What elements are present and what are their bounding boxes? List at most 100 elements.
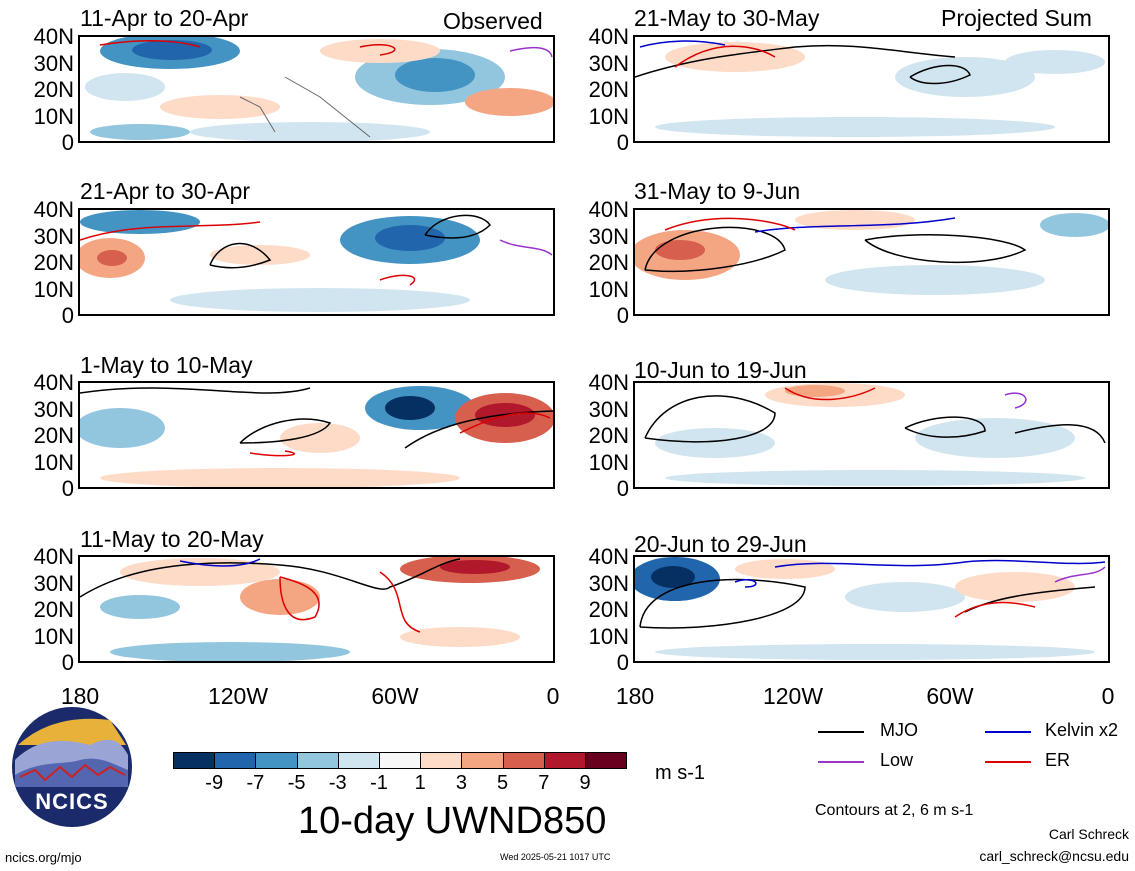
lat-label: 40N bbox=[33, 24, 74, 49]
colorbar-swatch bbox=[502, 752, 545, 769]
legend-er-label: ER bbox=[1045, 750, 1071, 770]
lat-label: 10N bbox=[588, 623, 629, 649]
colorbar-swatch bbox=[173, 752, 216, 769]
colorbar-swatch bbox=[214, 752, 257, 769]
legend-low-label: Low bbox=[880, 750, 914, 770]
colorbar-swatch bbox=[296, 752, 339, 769]
lat-label: 40N bbox=[33, 370, 74, 395]
map-panel-right-4 bbox=[633, 555, 1110, 663]
lat-label: 0 bbox=[61, 130, 74, 155]
legend-low-line bbox=[818, 761, 864, 763]
legend-mjo-line bbox=[818, 731, 864, 733]
lat-label: 30N bbox=[588, 396, 629, 422]
panel-title-left-1: 11-Apr to 20-Apr bbox=[80, 5, 249, 31]
contours-note: Contours at 2, 6 m s-1 bbox=[815, 802, 974, 819]
map-panel-right-1 bbox=[633, 35, 1110, 143]
panel-title-right-4: 20-Jun to 29-Jun bbox=[634, 531, 807, 557]
lat-label: 20N bbox=[33, 423, 74, 448]
lat-label: 10N bbox=[33, 276, 74, 302]
lon-label: 180 bbox=[60, 683, 100, 709]
colorbar-label: -3 bbox=[328, 772, 347, 794]
panel-title-right-2: 31-May to 9-Jun bbox=[634, 178, 801, 204]
lon-label: 120W bbox=[762, 683, 824, 709]
colorbar-label: 7 bbox=[538, 772, 550, 794]
lon-label: 60W bbox=[371, 683, 419, 709]
panel-title-left-4: 11-May to 20-May bbox=[80, 526, 264, 552]
logo-text: NCICS bbox=[35, 789, 109, 814]
colorbar-label: -1 bbox=[370, 772, 388, 794]
lat-label: 10N bbox=[588, 276, 629, 302]
lon-label: 120W bbox=[207, 683, 269, 709]
observed-label: Observed bbox=[443, 8, 543, 34]
footer-author: Carl Schreck bbox=[1048, 826, 1129, 842]
colorbar-label: -5 bbox=[287, 772, 306, 794]
colorbar-swatch bbox=[337, 752, 380, 769]
lat-label: 20N bbox=[33, 77, 74, 102]
lat-label: 40N bbox=[33, 544, 74, 569]
legend-kelvin-line bbox=[985, 731, 1031, 733]
lat-label: 40N bbox=[588, 24, 629, 49]
lat-label: 20N bbox=[588, 597, 629, 622]
lat-label: 40N bbox=[588, 197, 629, 222]
map-panel-right-3 bbox=[633, 381, 1110, 489]
lon-label: 0 bbox=[1101, 683, 1115, 709]
colorbar-units: m s-1 bbox=[655, 762, 705, 784]
legend-mjo-label: MJO bbox=[880, 720, 918, 740]
map-panel-left-1 bbox=[78, 35, 555, 143]
colorbar-label: 1 bbox=[414, 772, 426, 794]
lat-label: 0 bbox=[61, 650, 74, 675]
map-panel-left-2 bbox=[78, 208, 555, 316]
footer-timestamp: Wed 2025-05-21 1017 UTC bbox=[500, 852, 611, 862]
colorbar-label: -9 bbox=[205, 772, 224, 794]
colorbar-label: 5 bbox=[497, 772, 509, 794]
lat-label: 20N bbox=[33, 597, 74, 622]
colorbar-swatch bbox=[255, 752, 298, 769]
lon-label: 60W bbox=[926, 683, 974, 709]
lat-label: 0 bbox=[61, 303, 74, 328]
lon-label: 180 bbox=[615, 683, 655, 709]
colorbar-swatch bbox=[420, 752, 463, 769]
lat-label: 0 bbox=[616, 130, 629, 155]
lat-label: 30N bbox=[33, 50, 74, 76]
panel-title-right-3: 10-Jun to 19-Jun bbox=[634, 357, 807, 383]
lat-label: 10N bbox=[33, 623, 74, 649]
colorbar-swatch bbox=[461, 752, 504, 769]
panel-title-left-3: 1-May to 10-May bbox=[80, 352, 253, 378]
panel-title-left-2: 21-Apr to 30-Apr bbox=[80, 178, 251, 204]
lat-label: 10N bbox=[33, 449, 74, 475]
map-panel-left-4 bbox=[78, 555, 555, 663]
lat-label: 10N bbox=[588, 103, 629, 129]
map-panel-right-2 bbox=[633, 208, 1110, 316]
main-title: 10-day UWND850 bbox=[298, 800, 607, 842]
projected-sum-label: Projected Sum bbox=[941, 5, 1092, 31]
colorbar-label: 9 bbox=[579, 772, 591, 794]
colorbar-swatch bbox=[585, 752, 628, 769]
lat-label: 30N bbox=[588, 223, 629, 249]
lat-label: 30N bbox=[588, 570, 629, 596]
lat-label: 20N bbox=[588, 250, 629, 275]
lat-label: 20N bbox=[588, 423, 629, 448]
lat-label: 0 bbox=[616, 476, 629, 501]
lat-label: 20N bbox=[588, 77, 629, 102]
lat-label: 0 bbox=[61, 476, 74, 501]
lat-label: 30N bbox=[33, 223, 74, 249]
lat-label: 0 bbox=[616, 303, 629, 328]
map-panel-left-3 bbox=[78, 381, 555, 489]
ncics-logo: NCICS bbox=[10, 705, 134, 829]
lat-label: 10N bbox=[588, 449, 629, 475]
lat-label: 20N bbox=[33, 250, 74, 275]
footer-site: ncics.org/mjo bbox=[5, 850, 82, 865]
lat-label: 0 bbox=[616, 650, 629, 675]
footer-email: carl_schreck@ncsu.edu bbox=[979, 848, 1129, 864]
lon-label: 0 bbox=[546, 683, 560, 709]
lat-label: 40N bbox=[588, 544, 629, 569]
lat-label: 30N bbox=[588, 50, 629, 76]
lat-label: 30N bbox=[33, 396, 74, 422]
legend-er-line bbox=[985, 761, 1031, 763]
colorbar-swatch bbox=[543, 752, 586, 769]
lat-label: 10N bbox=[33, 103, 74, 129]
lat-label: 40N bbox=[33, 197, 74, 222]
lat-label: 30N bbox=[33, 570, 74, 596]
colorbar-label: -7 bbox=[246, 772, 265, 794]
